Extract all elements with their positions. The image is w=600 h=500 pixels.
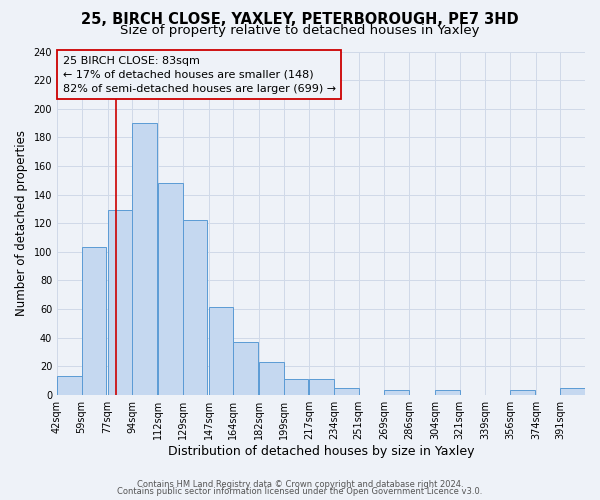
Bar [107, 210, 132, 394]
Bar [334, 388, 359, 394]
Bar [82, 248, 106, 394]
Bar [310, 379, 334, 394]
Y-axis label: Number of detached properties: Number of detached properties [15, 130, 28, 316]
Text: Contains HM Land Registry data © Crown copyright and database right 2024.: Contains HM Land Registry data © Crown c… [137, 480, 463, 489]
Bar [385, 390, 409, 394]
Bar [209, 308, 233, 394]
Text: 25 BIRCH CLOSE: 83sqm
← 17% of detached houses are smaller (148)
82% of semi-det: 25 BIRCH CLOSE: 83sqm ← 17% of detached … [63, 56, 336, 94]
Bar [284, 379, 308, 394]
Text: 25, BIRCH CLOSE, YAXLEY, PETERBOROUGH, PE7 3HD: 25, BIRCH CLOSE, YAXLEY, PETERBOROUGH, P… [81, 12, 519, 28]
Bar [182, 220, 207, 394]
Bar [132, 123, 157, 394]
Bar [435, 390, 460, 394]
Text: Size of property relative to detached houses in Yaxley: Size of property relative to detached ho… [120, 24, 480, 37]
Text: Contains public sector information licensed under the Open Government Licence v3: Contains public sector information licen… [118, 488, 482, 496]
X-axis label: Distribution of detached houses by size in Yaxley: Distribution of detached houses by size … [168, 444, 474, 458]
Bar [233, 342, 257, 394]
Bar [57, 376, 82, 394]
Bar [510, 390, 535, 394]
Bar [158, 183, 182, 394]
Bar [259, 362, 284, 394]
Bar [560, 388, 585, 394]
